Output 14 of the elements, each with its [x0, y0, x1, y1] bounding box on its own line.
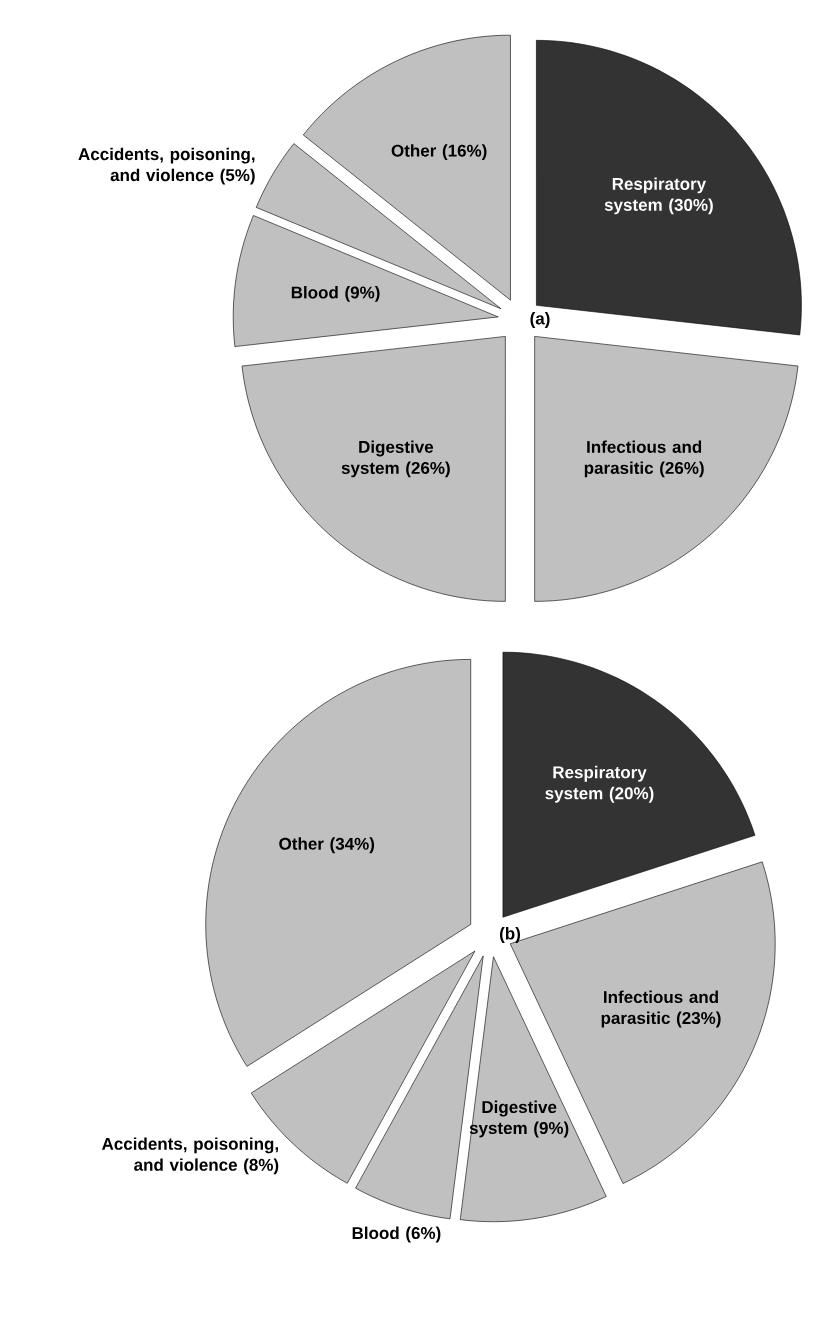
text: (a)	[530, 312, 550, 328]
slice-label: Accidents, poisoning, and violence (8%)	[101, 1137, 279, 1175]
slice-label: Blood (9%)	[291, 286, 380, 302]
slice-label: Digestive system (9%)	[469, 1100, 569, 1138]
slice-label: Other (16%)	[391, 144, 487, 161]
text: (b)	[500, 927, 521, 943]
slice-label: Respiratory system (30%)	[604, 177, 713, 215]
slice-label: Blood (6%)	[352, 1226, 441, 1243]
slice-label: Other (34%)	[279, 837, 375, 854]
slice-label: Infectious and parasitic (26%)	[584, 440, 704, 478]
slice-label: Respiratory system (20%)	[545, 765, 654, 803]
slice-label: Accidents, poisoning, and violence (5%)	[78, 147, 255, 185]
slice-label: Digestive system (26%)	[341, 440, 450, 478]
slice-label: Infectious and parasitic (23%)	[601, 990, 721, 1028]
